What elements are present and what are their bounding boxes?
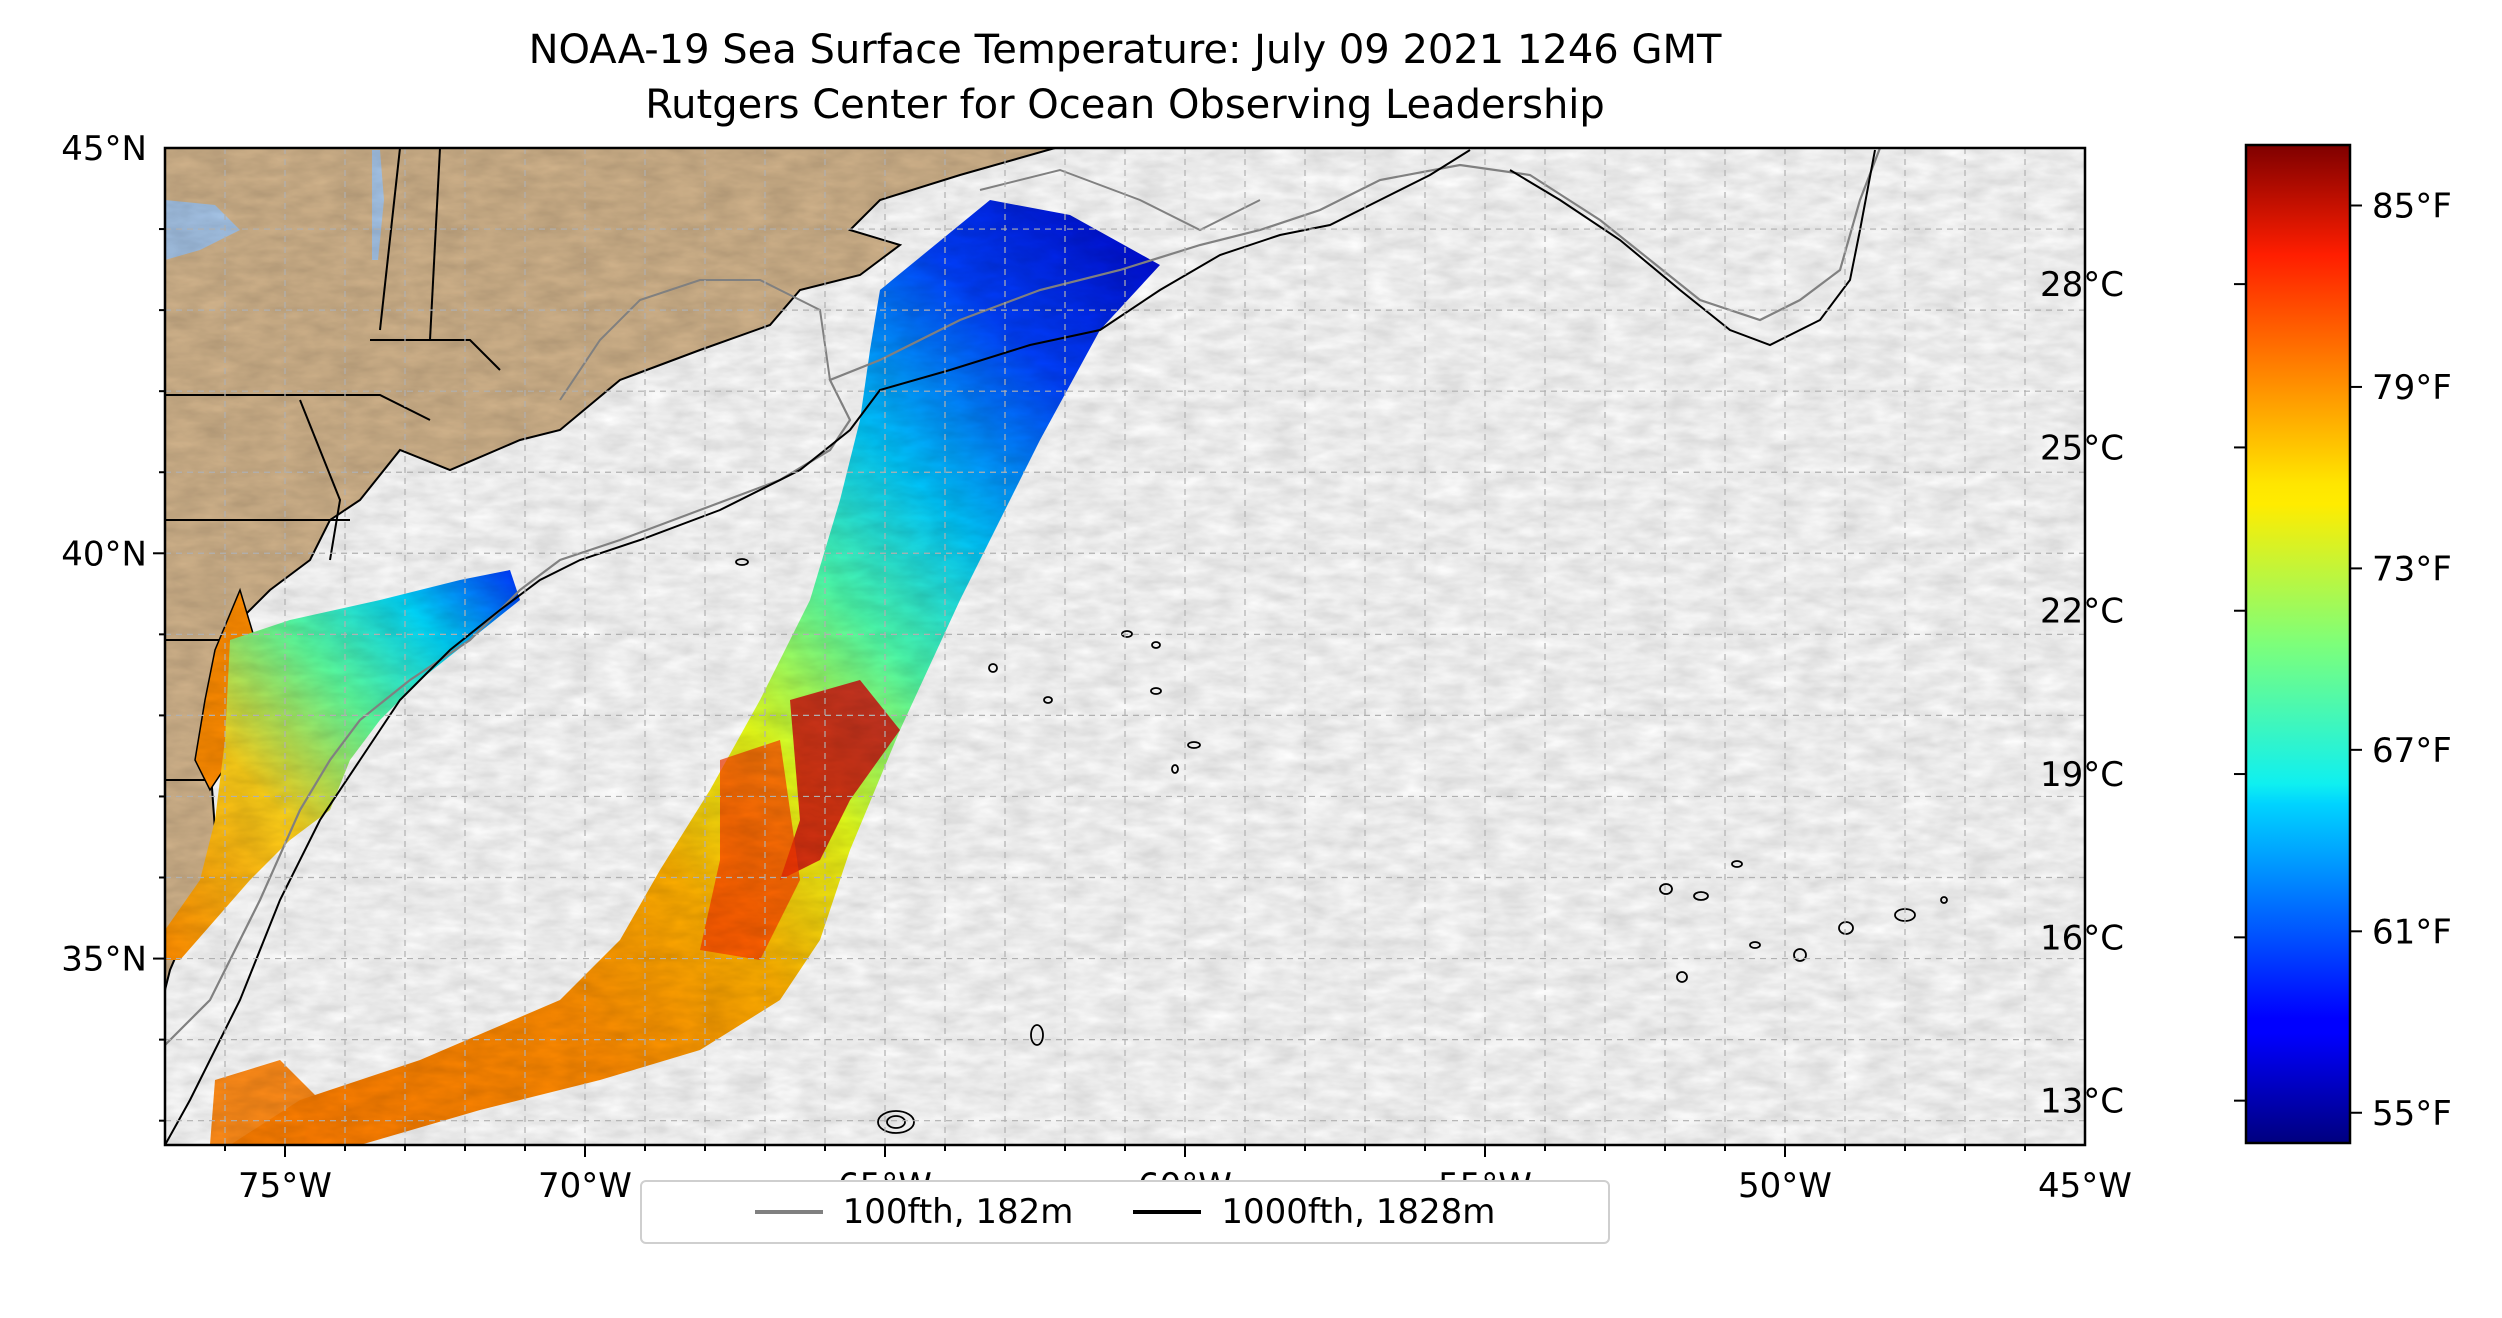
colorbar-label-c: 25°C — [2040, 428, 2124, 468]
lon-tick-label: 75°W — [238, 1166, 332, 1206]
legend-swatch-100fth — [754, 1210, 823, 1214]
colorbar-label-c: 22°C — [2040, 592, 2124, 632]
lon-tick-label: 50°W — [1738, 1166, 1832, 1206]
map-subtitle: Rutgers Center for Ocean Observing Leade… — [645, 82, 1605, 128]
contour-100fth — [165, 148, 1882, 1046]
lat-tick-label: 40°N — [61, 534, 147, 574]
colorbar — [2244, 143, 2352, 1145]
legend-item-100fth: 100fth, 182m — [754, 1192, 1074, 1232]
colorbar-label-f: 73°F — [2372, 549, 2452, 589]
legend-item-1000fth: 1000fth, 1828m — [1133, 1192, 1495, 1232]
colorbar-label-f: 79°F — [2372, 368, 2452, 408]
colorbar-label-f: 67°F — [2372, 731, 2452, 771]
lat-tick-label: 45°N — [61, 129, 147, 169]
lat-tick-label: 35°N — [61, 940, 147, 980]
contour-1000fth — [165, 149, 1876, 1145]
colorbar-label-f: 61°F — [2372, 912, 2452, 952]
colorbar-label-c: 28°C — [2040, 265, 2124, 305]
map-legend: 100fth, 182m 1000fth, 1828m — [640, 1180, 1610, 1244]
lon-tick-label: 45°W — [2038, 1166, 2132, 1206]
colorbar-label-f: 55°F — [2372, 1094, 2452, 1134]
legend-swatch-1000fth — [1133, 1210, 1202, 1214]
lon-tick-label: 70°W — [538, 1166, 632, 1206]
colorbar-label-c: 19°C — [2040, 755, 2124, 795]
colorbar-label-f: 85°F — [2372, 186, 2452, 226]
legend-label-1000fth: 1000fth, 1828m — [1221, 1192, 1496, 1232]
colorbar-label-c: 16°C — [2040, 918, 2124, 958]
map-title: NOAA-19 Sea Surface Temperature: July 09… — [528, 27, 1722, 73]
legend-label-100fth: 100fth, 182m — [842, 1192, 1074, 1232]
colorbar-label-c: 13°C — [2040, 1082, 2124, 1122]
gridlines — [165, 148, 2085, 1145]
axis-ticks — [153, 228, 2026, 1157]
